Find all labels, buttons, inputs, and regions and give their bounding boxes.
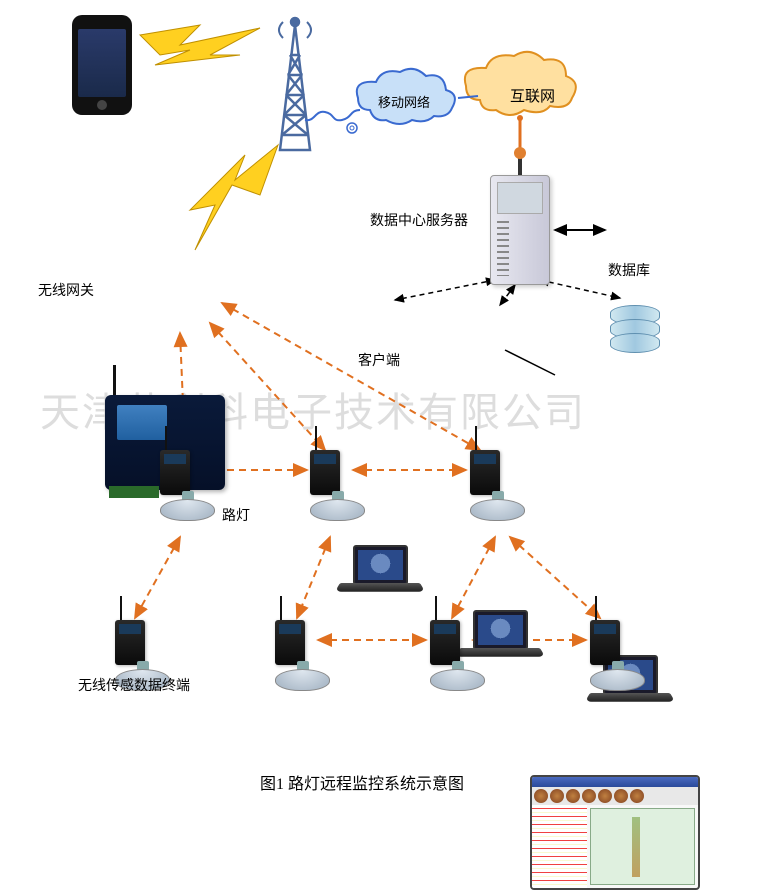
link-server-client [540,280,620,298]
mesh-link [297,537,330,618]
mesh-link [452,537,495,618]
link-client-app [505,350,555,375]
app-window-icon [530,775,700,890]
streetlamp-unit [470,450,525,529]
link-server-client [500,285,515,305]
mesh-link [510,537,600,618]
streetlamp-unit [275,620,330,699]
laptop-icon [340,545,420,600]
figure-caption: 图1 路灯远程监控系统示意图 [260,770,464,794]
label-terminal: 无线传感数据终端 [78,675,190,695]
label-database: 数据库 [608,260,650,280]
mesh-link [210,323,325,450]
smartphone-icon [72,15,132,115]
database-icon [610,305,660,360]
mesh-link [135,537,180,618]
mesh-link [222,303,480,450]
label-gateway: 无线网关 [38,280,94,300]
cell-tower-icon [279,18,311,150]
label-mobile-network: 移动网络 [378,92,430,111]
streetlamp-unit [430,620,485,699]
server-icon [490,175,550,285]
lightning-icon [190,145,278,250]
label-streetlamp: 路灯 [222,505,250,525]
lightning-icon [140,25,260,65]
streetlamp-unit [160,450,215,529]
streetlamp-unit [590,620,645,699]
label-client: 客户端 [358,350,400,370]
link-server-client [395,280,495,300]
label-server: 数据中心服务器 [370,210,468,230]
streetlamp-unit [310,450,365,529]
label-internet: 互联网 [510,85,555,106]
wire-icon [305,110,360,120]
